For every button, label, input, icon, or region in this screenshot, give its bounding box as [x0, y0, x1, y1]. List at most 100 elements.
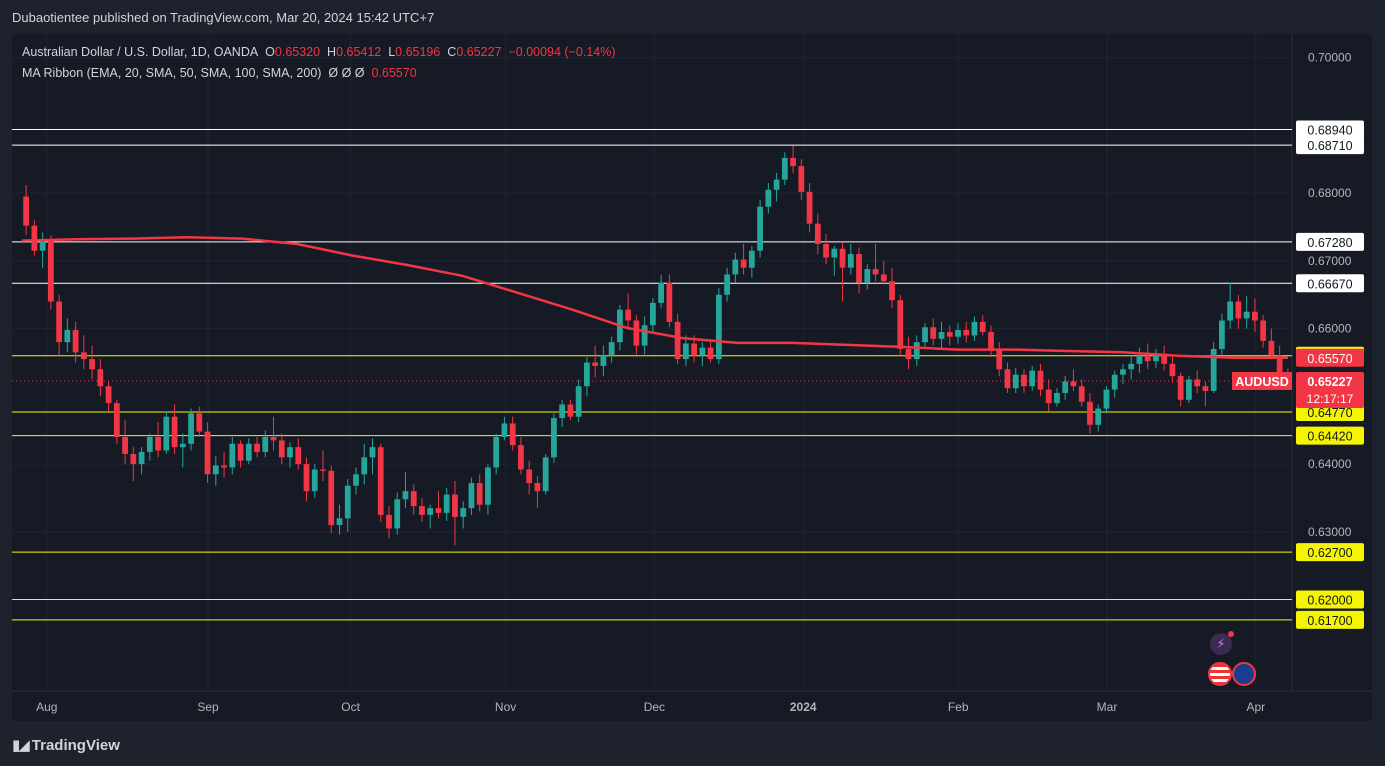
candle-body — [171, 416, 178, 448]
tradingview-mark-icon: ▮◢ — [12, 737, 30, 754]
candle-body — [1227, 301, 1234, 321]
candle-body — [600, 355, 607, 366]
candle-body — [204, 431, 211, 475]
candle-body — [806, 191, 813, 224]
candle-body — [122, 437, 128, 454]
candle-body — [592, 362, 599, 366]
level-label: 0.62000 — [1307, 594, 1352, 608]
candle-body — [188, 413, 194, 444]
lightning-icon[interactable]: ⚡ — [1210, 631, 1234, 655]
candle-body — [1252, 311, 1258, 321]
candle-body — [889, 281, 895, 301]
candle-body — [1062, 381, 1069, 393]
candle-body — [534, 483, 541, 492]
candle-body — [80, 352, 87, 360]
level-label-bg — [1296, 426, 1364, 445]
notification-dot-icon — [1228, 631, 1234, 637]
ma-label: 0.65570 — [1307, 352, 1352, 366]
candle-body — [1276, 355, 1283, 375]
candle-body — [1202, 386, 1209, 391]
candle-body — [1070, 381, 1077, 387]
candle-body — [773, 179, 780, 190]
candle-body — [1128, 363, 1135, 370]
candle-body — [287, 447, 293, 458]
candle-body — [823, 243, 829, 258]
x-tick-label: Feb — [948, 700, 969, 714]
candle-body — [856, 254, 862, 283]
candle-body — [361, 457, 368, 475]
candle-body — [674, 321, 681, 360]
candle-body — [666, 282, 673, 322]
candle-body — [897, 300, 904, 349]
level-label: 0.64770 — [1307, 406, 1352, 420]
level-label-bg — [1296, 136, 1364, 155]
indicator-last-value: 0.65570 — [371, 66, 417, 80]
currency-flags[interactable] — [1208, 662, 1258, 688]
indicator-legend[interactable]: MA Ribbon (EMA, 20, SMA, 50, SMA, 100, S… — [22, 63, 616, 84]
candle-body — [732, 259, 739, 275]
candle-body — [724, 274, 730, 295]
candle-body — [1136, 355, 1143, 364]
price-chart[interactable]: 0.70000 0.68000 0.67000 0.66000 0.64000 0.630… — [12, 34, 1372, 721]
candle-body — [39, 239, 46, 251]
candle-body — [1087, 401, 1093, 425]
x-tick-label: Oct — [341, 700, 360, 714]
candle-body — [707, 347, 714, 360]
last-price-label: 0.65227 — [1307, 375, 1352, 389]
candle-body — [1210, 348, 1217, 391]
candle-body — [377, 447, 384, 515]
candle-body — [1037, 370, 1044, 390]
indicator-empty-values: Ø Ø Ø — [328, 66, 365, 80]
candle-body — [278, 440, 285, 458]
candle-body — [229, 443, 236, 468]
candle-body — [542, 457, 549, 492]
candle-body — [179, 443, 186, 448]
candle-body — [831, 248, 838, 258]
candle-body — [575, 386, 582, 417]
candle-body — [765, 189, 772, 207]
candle-body — [410, 491, 417, 507]
symbol-legend: Australian Dollar / U.S. Dollar, 1D, OAN… — [22, 42, 616, 63]
candle-body — [196, 413, 203, 432]
candle-body — [419, 506, 425, 515]
candle-body — [452, 494, 458, 517]
candle-body — [757, 206, 763, 251]
candle-body — [97, 369, 104, 387]
candle-body — [608, 342, 615, 356]
candle-body — [435, 508, 442, 513]
candle-body — [1260, 320, 1267, 341]
close-value: 0.65227 — [456, 45, 502, 59]
candle-body — [138, 451, 145, 465]
candle-body — [1078, 386, 1085, 402]
candle-body — [988, 332, 994, 349]
candle-body — [1219, 320, 1225, 349]
symbol-label: AUDUSD — [1235, 375, 1288, 389]
candle-body — [56, 301, 62, 343]
chart-area[interactable]: 0.70000 0.68000 0.67000 0.66000 0.64000 0.630… — [12, 34, 1372, 721]
candle-body — [460, 508, 467, 517]
candle-body — [1012, 374, 1019, 389]
candle-body — [386, 514, 392, 529]
x-tick-label: Sep — [197, 700, 219, 714]
candle-body — [748, 250, 755, 268]
candle-body — [740, 259, 747, 268]
candle-body — [336, 518, 343, 526]
y-tick-label: 0.66000 — [1308, 322, 1352, 336]
candle-body — [163, 416, 170, 451]
candle-body — [369, 447, 376, 458]
candle-body — [518, 445, 524, 470]
level-label-bg — [1296, 232, 1364, 251]
publisher-text: Dubaotientee published on TradingView.co… — [12, 10, 435, 25]
level-label-bg — [1296, 610, 1364, 629]
level-label: 0.68940 — [1307, 124, 1352, 138]
tradingview-logo[interactable]: ▮◢ TradingView — [12, 736, 120, 755]
candle-body — [913, 342, 920, 360]
candle-body — [1095, 408, 1102, 425]
x-tick-label: Nov — [495, 700, 516, 714]
change-value: −0.00094 (−0.14%) — [508, 45, 616, 59]
candle-body — [790, 157, 796, 167]
candle-body — [476, 483, 483, 505]
candle-body — [1103, 389, 1110, 409]
candle-body — [394, 499, 401, 529]
y-tick-label: 0.63000 — [1308, 525, 1352, 539]
